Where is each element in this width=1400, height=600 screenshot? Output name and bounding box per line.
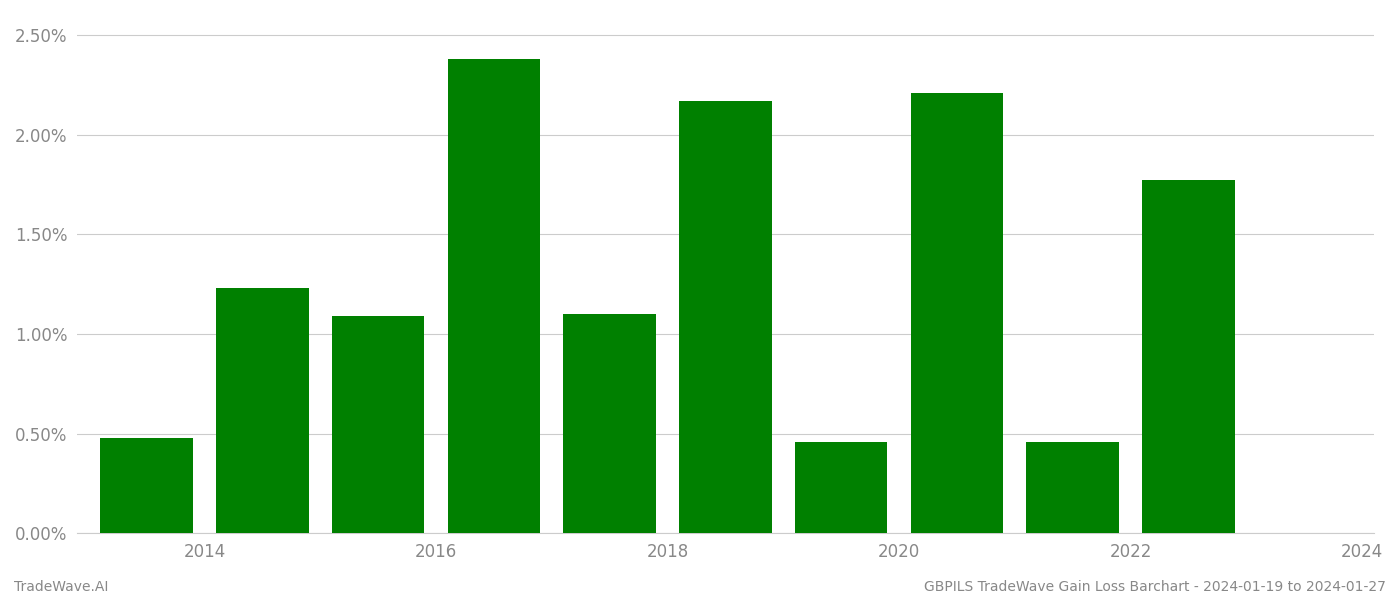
Bar [910,93,1004,533]
Bar [1142,181,1235,533]
Bar [563,314,657,533]
Bar [332,316,424,533]
Bar [795,442,888,533]
Bar [1026,442,1119,533]
Bar [216,288,309,533]
Bar [679,101,771,533]
Text: TradeWave.AI: TradeWave.AI [14,580,108,594]
Bar [448,59,540,533]
Bar [101,437,193,533]
Text: GBPILS TradeWave Gain Loss Barchart - 2024-01-19 to 2024-01-27: GBPILS TradeWave Gain Loss Barchart - 20… [924,580,1386,594]
